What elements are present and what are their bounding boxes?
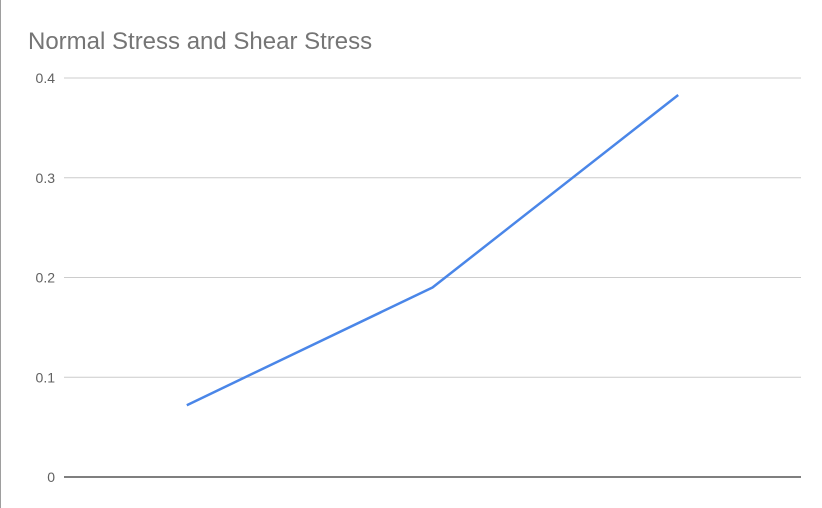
chart-title: Normal Stress and Shear Stress <box>28 28 372 55</box>
y-tick-label: 0 <box>47 469 55 485</box>
series-layer <box>186 94 679 407</box>
y-tick-label: 0.1 <box>36 369 56 385</box>
y-tick-label: 0.4 <box>36 70 56 86</box>
gridlines <box>64 77 801 478</box>
y-tick-label: 0.2 <box>36 270 56 286</box>
series-line <box>186 94 679 407</box>
y-axis-ticks: 0 0.1 0.2 0.3 0.4 <box>36 70 56 485</box>
y-tick-label: 0.3 <box>36 170 56 186</box>
left-border <box>0 0 1 508</box>
